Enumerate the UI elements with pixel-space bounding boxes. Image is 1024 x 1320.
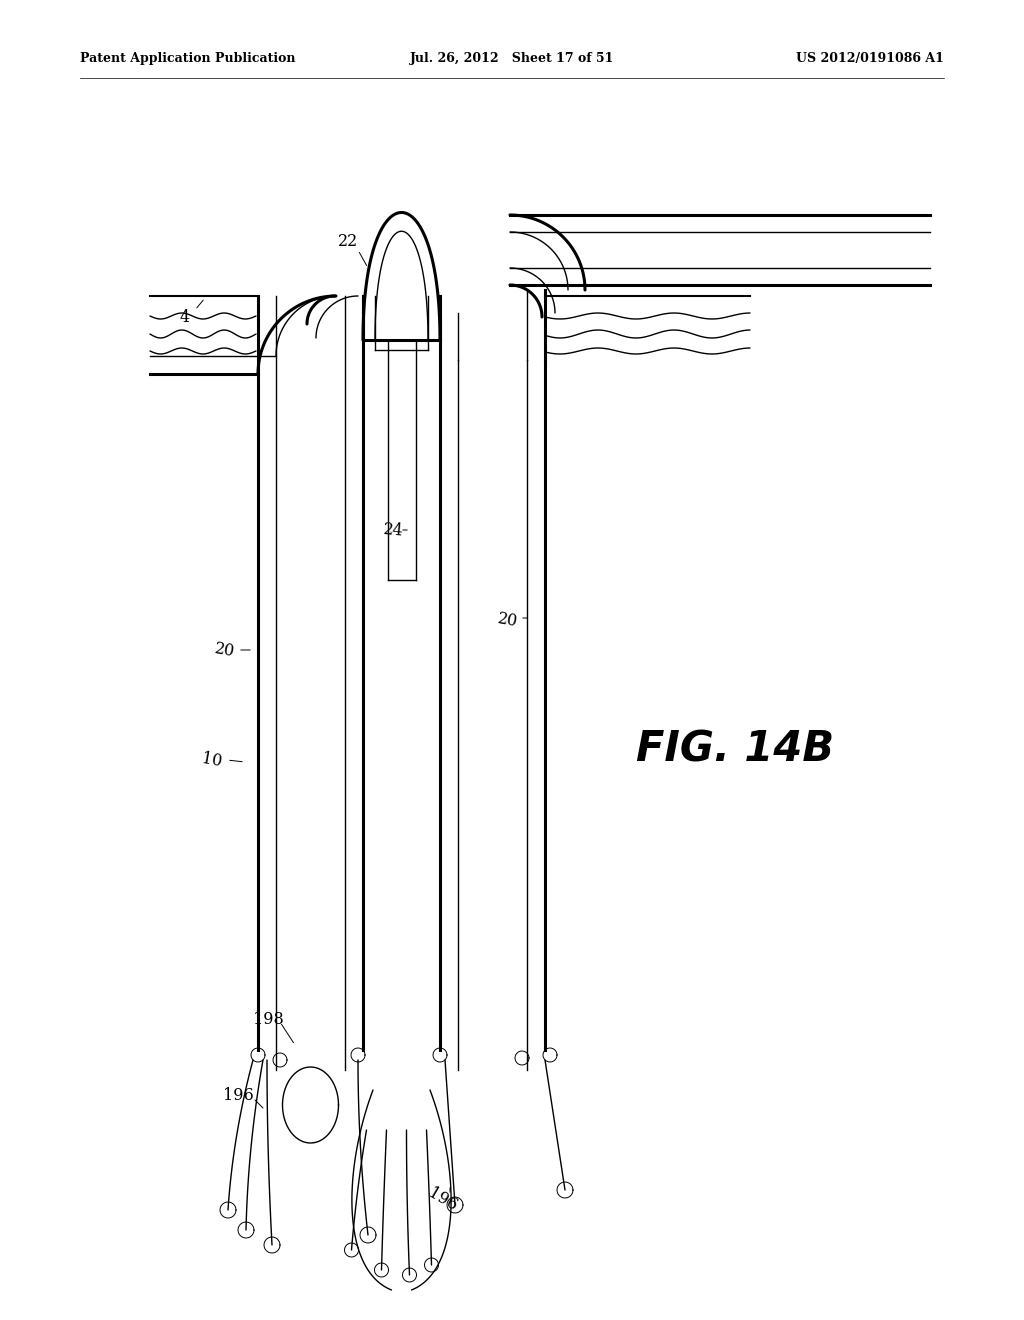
Text: 20: 20 [497,610,519,630]
Text: 4: 4 [180,309,190,326]
Text: 196: 196 [222,1086,253,1104]
Text: 24: 24 [382,520,403,540]
Text: 20: 20 [214,640,237,660]
Text: 22: 22 [338,234,358,251]
Text: 198: 198 [253,1011,284,1028]
Text: 196: 196 [425,1185,461,1214]
Text: Patent Application Publication: Patent Application Publication [80,51,296,65]
Text: Jul. 26, 2012   Sheet 17 of 51: Jul. 26, 2012 Sheet 17 of 51 [410,51,614,65]
Text: FIG. 14B: FIG. 14B [636,729,835,771]
Text: 10: 10 [201,750,223,770]
Text: US 2012/0191086 A1: US 2012/0191086 A1 [796,51,944,65]
